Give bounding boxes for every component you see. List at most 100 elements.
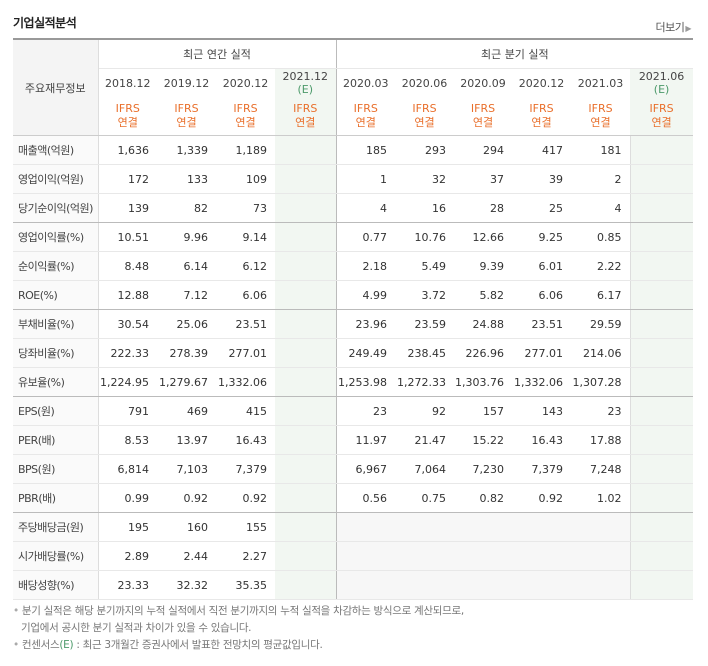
period-header: 2020.03 xyxy=(336,69,395,98)
more-link[interactable]: 더보기▶ xyxy=(655,19,691,35)
quarter-value: 7,230 xyxy=(454,454,513,484)
period-header-row: 2018.12 2019.12 2020.12 2021.12 (E) 2020.03 2… xyxy=(13,68,694,98)
quarter-value xyxy=(629,425,694,455)
table-row: 배당성향(%) 23.33 32.32 35.35 xyxy=(13,570,694,600)
quarter-value: 23 xyxy=(571,396,631,426)
quarter-value: 0.85 xyxy=(571,222,631,252)
annual-value xyxy=(275,425,337,455)
quarter-value: 2 xyxy=(571,164,631,194)
quarter-value: 29.59 xyxy=(571,309,631,339)
estimate-marker: (E) xyxy=(297,83,314,96)
table-row: 유보율(%) 1,224.95 1,279.67 1,332.06 1,253.98 1,… xyxy=(13,367,694,397)
quarter-value xyxy=(629,309,694,339)
table-row: ROE(%) 12.88 7.12 6.06 4.99 3.72 5.82 6.06 6.17 xyxy=(13,280,694,310)
annual-value xyxy=(275,164,337,194)
annual-value: 82 xyxy=(157,193,216,223)
section-title: 기업실적분석 xyxy=(13,16,77,30)
annual-value xyxy=(275,251,337,281)
consolidated-label: 연결 xyxy=(355,116,376,129)
quarter-value: 24.88 xyxy=(454,309,513,339)
table-row: BPS(원) 6,814 7,103 7,379 6,967 7,064 7,230 7,37… xyxy=(13,454,694,484)
ifrs-label: IFRS xyxy=(115,102,140,115)
quarter-value: 1,272.33 xyxy=(395,367,455,397)
table-row: 시가배당률(%) 2.89 2.44 2.27 xyxy=(13,541,694,571)
ifrs-header-row: IFRS 연결 IFRS 연결 IFRS 연결 IFRS 연결 IFRS 연결 IFRS 연결 IFRS… xyxy=(13,97,694,136)
quarter-value: 0.82 xyxy=(454,483,513,513)
annual-value: 2.89 xyxy=(98,541,157,571)
annual-value: 160 xyxy=(157,512,216,542)
quarter-value xyxy=(629,396,694,426)
annual-value: 6.12 xyxy=(216,251,275,281)
ifrs-header: IFRS 연결 xyxy=(98,97,157,136)
row-label: 당좌비율(%) xyxy=(13,338,99,368)
period-header: 2019.12 xyxy=(157,69,216,98)
consolidated-label: 연결 xyxy=(590,116,611,129)
quarter-value: 92 xyxy=(395,396,455,426)
annual-value: 109 xyxy=(216,164,275,194)
table-row: 매출액(억원) 1,636 1,339 1,189 185 293 294 417 181 xyxy=(13,135,694,165)
quarter-value xyxy=(629,222,694,252)
quarter-value: 0.92 xyxy=(512,483,572,513)
annual-value: 1,636 xyxy=(98,135,157,165)
estimate-marker: (E) xyxy=(653,83,670,96)
consolidated-label: 연결 xyxy=(295,116,316,129)
period-header: 2021.12 (E) xyxy=(275,68,337,97)
quarter-value: 6.17 xyxy=(571,280,631,310)
consolidated-label: 연결 xyxy=(235,116,256,129)
table-row: 부채비율(%) 30.54 25.06 23.51 23.96 23.59 24.88 23.… xyxy=(13,309,694,339)
row-label: PER(배) xyxy=(13,425,99,455)
annual-value xyxy=(275,570,337,600)
annual-value xyxy=(275,193,337,223)
quarter-value: 1,307.28 xyxy=(571,367,631,397)
annual-value: 7,379 xyxy=(216,454,275,484)
ifrs-header: IFRS 연결 xyxy=(157,97,216,136)
quarter-value: 181 xyxy=(571,135,631,165)
annual-value: 222.33 xyxy=(98,338,157,368)
ifrs-header: IFRS 연결 xyxy=(630,97,694,136)
row-label: 영업이익률(%) xyxy=(13,222,99,252)
quarter-value xyxy=(629,338,694,368)
quarter-value xyxy=(512,541,572,571)
quarter-value xyxy=(629,483,694,513)
annual-value xyxy=(275,454,337,484)
ifrs-header: IFRS 연결 xyxy=(571,97,631,136)
quarter-value: 23.59 xyxy=(395,309,455,339)
quarter-value xyxy=(395,541,455,571)
footnote-est-marker: (E) xyxy=(59,639,74,651)
period-label: 2021.06 xyxy=(638,70,685,83)
annual-value xyxy=(275,396,337,426)
table-row: 순이익률(%) 8.48 6.14 6.12 2.18 5.49 9.39 6.01 2.22 xyxy=(13,251,694,281)
quarter-value: 7,064 xyxy=(395,454,455,484)
consolidated-label: 연결 xyxy=(651,116,672,129)
annual-value: 7.12 xyxy=(157,280,216,310)
quarter-value xyxy=(629,251,694,281)
annual-value: 6.14 xyxy=(157,251,216,281)
annual-value: 25.06 xyxy=(157,309,216,339)
quarter-value xyxy=(336,541,396,571)
table-body: 매출액(억원) 1,636 1,339 1,189 185 293 294 417 181 영업이… xyxy=(13,135,694,600)
quarter-value xyxy=(629,570,694,600)
quarter-value xyxy=(629,280,694,310)
row-label: 당기순이익(억원) xyxy=(13,193,99,223)
period-label: 2020.06 xyxy=(401,76,448,90)
quarter-value: 2.22 xyxy=(571,251,631,281)
quarter-value: 143 xyxy=(512,396,572,426)
annual-value: 277.01 xyxy=(216,338,275,368)
quarter-value xyxy=(571,541,631,571)
period-label: 2020.12 xyxy=(518,76,565,90)
period-label: 2021.03 xyxy=(577,76,624,90)
quarter-value xyxy=(454,570,513,600)
ifrs-label: IFRS xyxy=(470,102,496,115)
quarter-value: 1,253.98 xyxy=(336,367,396,397)
quarter-value: 39 xyxy=(512,164,572,194)
quarter-value: 7,379 xyxy=(512,454,572,484)
quarter-value: 214.06 xyxy=(571,338,631,368)
quarter-value: 1,332.06 xyxy=(512,367,572,397)
quarter-value: 4.99 xyxy=(336,280,396,310)
quarter-value: 9.25 xyxy=(512,222,572,252)
quarter-value: 0.56 xyxy=(336,483,396,513)
ifrs-label: IFRS xyxy=(588,102,613,115)
quarter-value: 0.75 xyxy=(395,483,455,513)
quarter-value: 11.97 xyxy=(336,425,396,455)
quarter-value: 25 xyxy=(512,193,572,223)
